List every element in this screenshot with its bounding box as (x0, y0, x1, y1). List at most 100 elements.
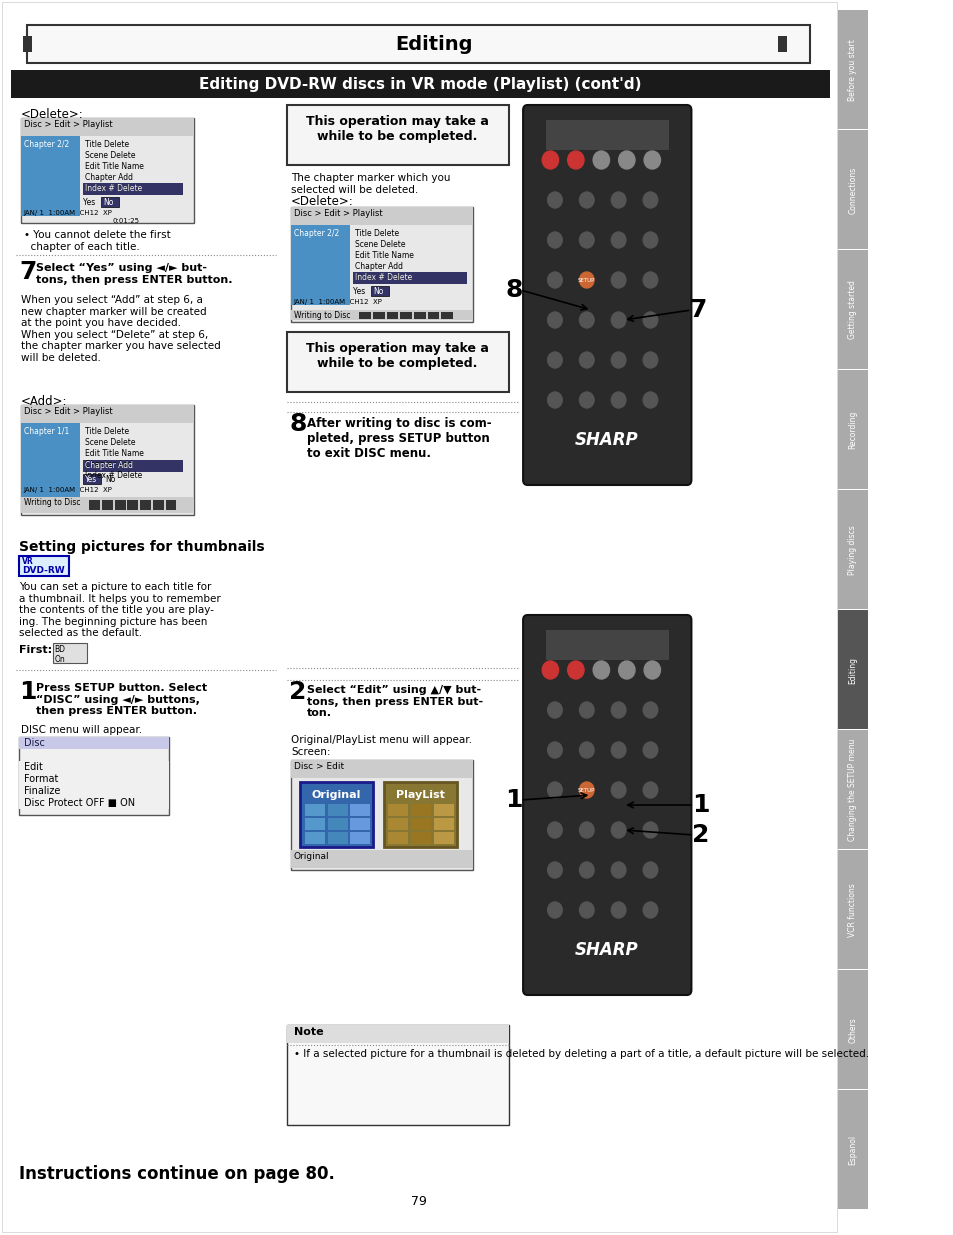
Circle shape (611, 352, 625, 368)
Text: <Delete>:: <Delete>: (21, 107, 84, 121)
Text: Disc: Disc (24, 739, 45, 748)
Bar (304, 804, 324, 816)
Circle shape (611, 862, 625, 878)
Bar (286, 332, 509, 391)
Text: Yes: Yes (83, 198, 100, 207)
Bar (83, 459, 183, 472)
Bar (291, 760, 473, 869)
Text: SETUP: SETUP (578, 788, 595, 793)
Bar (411, 832, 431, 844)
Text: Recording: Recording (847, 411, 857, 450)
Circle shape (611, 902, 625, 918)
Circle shape (578, 272, 594, 288)
Text: Chapter 2/2: Chapter 2/2 (294, 228, 338, 238)
Circle shape (578, 742, 594, 758)
Circle shape (642, 191, 657, 207)
Circle shape (593, 151, 609, 169)
Text: Title Delete: Title Delete (355, 228, 398, 238)
Circle shape (547, 823, 561, 839)
Bar (327, 818, 347, 830)
Text: This operation may take a
while to be completed.: This operation may take a while to be co… (306, 342, 489, 370)
Circle shape (578, 823, 594, 839)
Bar (304, 832, 324, 844)
Bar (291, 310, 473, 320)
Circle shape (547, 902, 561, 918)
Bar (21, 119, 193, 136)
Bar (19, 797, 169, 809)
Text: 2: 2 (289, 680, 306, 704)
Circle shape (547, 701, 561, 718)
Text: Edit Title Name: Edit Title Name (355, 251, 414, 261)
Circle shape (611, 742, 625, 758)
Bar (101, 198, 119, 207)
Text: 79: 79 (410, 1195, 426, 1208)
Text: This operation may take a
while to be completed.: This operation may take a while to be co… (306, 115, 489, 143)
Bar (304, 818, 324, 830)
Bar (837, 130, 867, 249)
Text: Finalize: Finalize (24, 785, 60, 797)
Circle shape (611, 191, 625, 207)
Text: Disc > Edit > Playlist: Disc > Edit > Playlist (24, 408, 112, 416)
Bar (383, 782, 456, 847)
Text: Index # Delete: Index # Delete (85, 184, 142, 193)
Text: No: No (373, 287, 383, 296)
Circle shape (567, 661, 583, 679)
Circle shape (618, 661, 635, 679)
Bar (350, 804, 370, 816)
Bar (545, 120, 668, 149)
Circle shape (611, 232, 625, 248)
Bar (837, 610, 867, 729)
Bar (837, 1091, 867, 1209)
Circle shape (541, 151, 558, 169)
Bar (837, 730, 867, 848)
Bar (837, 249, 867, 369)
Text: Disc > Edit > Playlist: Disc > Edit > Playlist (24, 120, 112, 128)
Text: Yes: Yes (353, 287, 370, 296)
Text: Yes: Yes (85, 475, 97, 484)
Text: When you select “Add” at step 6, a
new chapter marker will be created
at the poi: When you select “Add” at step 6, a new c… (21, 295, 220, 363)
Text: Editing: Editing (395, 35, 472, 53)
Bar (414, 312, 425, 319)
Text: Scene Delete: Scene Delete (85, 438, 135, 447)
FancyBboxPatch shape (522, 105, 691, 485)
Text: Getting started: Getting started (847, 280, 857, 340)
Bar (371, 287, 389, 296)
Text: 7: 7 (688, 298, 706, 322)
FancyBboxPatch shape (522, 615, 691, 995)
Bar (291, 850, 473, 868)
Circle shape (578, 352, 594, 368)
Text: SHARP: SHARP (575, 941, 638, 960)
Text: Chapter 1/1: Chapter 1/1 (24, 427, 69, 436)
Circle shape (643, 151, 659, 169)
Text: 1: 1 (19, 680, 36, 704)
Bar (21, 496, 193, 513)
Text: VR: VR (22, 557, 33, 566)
Bar (102, 500, 112, 510)
Text: Chapter 2/2: Chapter 2/2 (24, 140, 69, 149)
Text: BD
On: BD On (54, 645, 66, 664)
Text: Editing DVD-RW discs in VR mode (Playlist) (cont'd): Editing DVD-RW discs in VR mode (Playlis… (199, 77, 640, 91)
Bar (23, 36, 31, 52)
Circle shape (642, 823, 657, 839)
Circle shape (547, 312, 561, 329)
Circle shape (547, 232, 561, 248)
Bar (83, 474, 101, 484)
Text: Index # Delete: Index # Delete (355, 273, 412, 282)
Text: Changing the SETUP menu: Changing the SETUP menu (847, 739, 857, 841)
Text: Disc > Edit > Playlist: Disc > Edit > Playlist (294, 209, 382, 219)
Text: Original: Original (312, 790, 361, 800)
Text: Connections: Connections (847, 167, 857, 214)
Bar (19, 737, 169, 815)
Bar (837, 969, 867, 1089)
Text: Edit: Edit (24, 762, 43, 772)
Text: Scene Delete: Scene Delete (355, 240, 405, 249)
Bar (19, 773, 169, 785)
Text: Chapter Add: Chapter Add (85, 459, 132, 469)
Text: Original/PlayList menu will appear.
Screen:: Original/PlayList menu will appear. Scre… (291, 735, 472, 757)
Circle shape (578, 902, 594, 918)
Text: SETUP: SETUP (578, 278, 595, 283)
Bar (837, 370, 867, 489)
Text: Index # Delete: Index # Delete (85, 471, 142, 480)
Text: First:: First: (19, 645, 52, 655)
Circle shape (578, 191, 594, 207)
